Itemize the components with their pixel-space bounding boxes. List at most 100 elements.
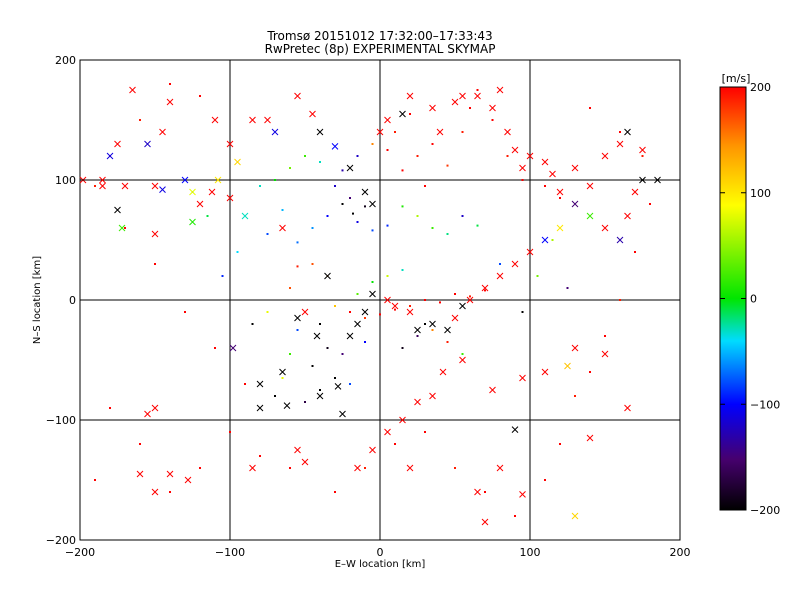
- x-marker-point: [586, 212, 594, 220]
- dot-point: [469, 107, 471, 109]
- dot-point: [424, 299, 426, 301]
- dot-point: [311, 263, 314, 265]
- grid-lines: [80, 60, 680, 540]
- dot-point: [109, 407, 111, 409]
- dot-point: [341, 353, 344, 355]
- dot-point: [461, 131, 464, 133]
- dot-point: [229, 431, 231, 433]
- dot-point: [386, 149, 389, 151]
- dot-point: [296, 265, 299, 268]
- dot-point: [476, 89, 479, 91]
- x-marker-point: [294, 92, 301, 100]
- x-marker-point: [511, 260, 519, 268]
- dot-point: [416, 335, 419, 337]
- dot-point: [641, 155, 644, 157]
- x-marker-point: [159, 128, 166, 136]
- x-tick-label: −100: [215, 546, 245, 559]
- dot-point: [446, 233, 449, 235]
- chart-title: Tromsø 20151012 17:32:00–17:33:43: [266, 29, 492, 43]
- dot-point: [416, 215, 419, 217]
- dot-point: [251, 323, 254, 325]
- y-tick-label: 200: [55, 54, 76, 67]
- dot-point: [559, 197, 561, 199]
- x-marker-point: [526, 152, 534, 160]
- dot-point: [319, 389, 321, 391]
- dot-point: [304, 155, 306, 157]
- dot-point: [371, 281, 374, 283]
- dot-point: [439, 301, 441, 304]
- x-marker-point: [496, 86, 504, 94]
- x-marker-point: [294, 314, 301, 322]
- dot-point: [386, 275, 389, 277]
- dot-point: [551, 239, 554, 241]
- dot-point: [431, 227, 434, 229]
- dot-point: [236, 251, 239, 253]
- x-marker-point: [466, 296, 474, 304]
- dot-point: [499, 263, 501, 265]
- dot-point: [521, 311, 524, 313]
- x-marker-point: [99, 182, 106, 190]
- x-marker-point: [399, 416, 406, 424]
- x-marker-point: [361, 308, 369, 316]
- x-marker-point: [334, 383, 342, 390]
- dot-point: [326, 215, 329, 217]
- x-marker-point: [439, 368, 447, 376]
- dot-point: [356, 221, 359, 223]
- dot-point: [304, 401, 306, 403]
- x-tick-label: −200: [65, 546, 95, 559]
- dot-point: [352, 212, 354, 215]
- x-marker-point: [519, 164, 526, 172]
- x-marker-point: [541, 368, 549, 376]
- x-marker-point: [346, 332, 354, 340]
- chart-subtitle: RwPretec (8p) EXPERIMENTAL SKYMAP: [265, 42, 496, 56]
- dot-point: [544, 185, 546, 187]
- x-marker-point: [144, 140, 151, 148]
- x-marker-point: [541, 158, 549, 166]
- dot-point: [484, 289, 486, 292]
- dot-point: [334, 491, 336, 493]
- dot-point: [169, 83, 171, 85]
- x-marker-point: [384, 296, 391, 304]
- x-marker-point: [429, 320, 436, 328]
- dot-point: [221, 275, 224, 277]
- x-marker-point: [489, 386, 496, 394]
- dot-point: [619, 131, 621, 133]
- dot-point: [506, 155, 509, 157]
- dot-point: [559, 443, 561, 445]
- x-marker-point: [271, 128, 279, 136]
- x-marker-point: [429, 104, 436, 112]
- colorbar-tick-label: −200: [750, 504, 780, 517]
- x-marker-point: [316, 128, 324, 136]
- x-marker-point: [354, 464, 361, 472]
- x-marker-point: [511, 426, 519, 433]
- x-marker-point: [436, 128, 444, 136]
- x-marker-point: [339, 410, 346, 418]
- dot-point: [394, 131, 396, 133]
- y-tick-label: −100: [46, 414, 76, 427]
- x-marker-point: [189, 188, 196, 196]
- x-marker-point: [136, 470, 144, 478]
- x-marker-point: [556, 188, 564, 196]
- dot-point: [289, 467, 291, 469]
- x-marker-point: [429, 392, 436, 400]
- x-marker-point: [616, 140, 624, 148]
- dot-point: [244, 383, 246, 385]
- x-marker-point: [214, 176, 222, 184]
- x-marker-point: [474, 92, 481, 100]
- x-marker-point: [196, 200, 204, 208]
- x-marker-point: [211, 116, 219, 124]
- x-marker-point: [601, 224, 609, 232]
- dot-point: [371, 229, 374, 232]
- x-marker-point: [316, 392, 324, 400]
- points-layer: [79, 83, 661, 526]
- x-marker-point: [526, 248, 534, 256]
- x-marker-point: [571, 512, 579, 520]
- dot-point: [589, 107, 591, 109]
- x-marker-point: [519, 491, 526, 498]
- x-marker-point: [114, 140, 121, 148]
- x-marker-point: [309, 110, 316, 118]
- dot-point: [199, 95, 201, 97]
- x-marker-point: [118, 224, 126, 232]
- x-marker-point: [151, 404, 159, 412]
